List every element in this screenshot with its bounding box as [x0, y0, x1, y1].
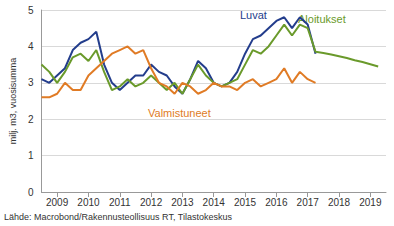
- svg-text:1: 1: [28, 150, 34, 161]
- svg-text:2015: 2015: [234, 197, 257, 208]
- svg-text:3: 3: [28, 77, 34, 88]
- svg-text:2019: 2019: [359, 197, 382, 208]
- svg-text:2017: 2017: [297, 197, 320, 208]
- svg-text:2014: 2014: [203, 197, 226, 208]
- svg-text:4: 4: [28, 41, 34, 52]
- svg-text:Lähde: Macrobond/Rakennusteoll: Lähde: Macrobond/Rakennusteollisuus RT, …: [4, 212, 232, 222]
- svg-text:2011: 2011: [109, 197, 131, 208]
- svg-text:2009: 2009: [46, 197, 69, 208]
- svg-text:2012: 2012: [140, 197, 163, 208]
- svg-text:2016: 2016: [265, 197, 288, 208]
- svg-text:Valmistuneet: Valmistuneet: [148, 107, 211, 119]
- svg-text:2013: 2013: [171, 197, 194, 208]
- svg-text:2018: 2018: [328, 197, 351, 208]
- svg-text:2: 2: [28, 114, 34, 125]
- svg-text:0: 0: [28, 187, 34, 198]
- svg-text:Luvat: Luvat: [240, 8, 267, 21]
- svg-text:Aloitukset: Aloitukset: [298, 12, 346, 25]
- svg-text:2010: 2010: [77, 197, 100, 208]
- svg-text:5: 5: [28, 5, 34, 16]
- svg-text:milj. m3, vuosisumma: milj. m3, vuosisumma: [8, 58, 18, 145]
